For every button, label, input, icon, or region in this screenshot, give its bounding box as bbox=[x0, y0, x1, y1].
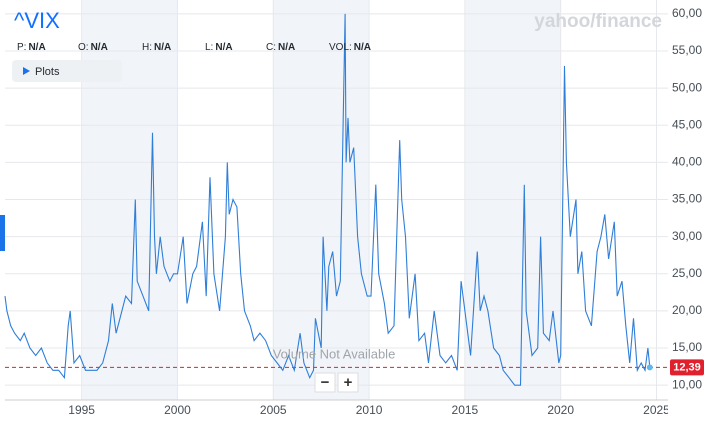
quote-value: N/A bbox=[91, 42, 108, 53]
x-tick-label: 2015 bbox=[452, 403, 479, 417]
quote-value: N/A bbox=[154, 42, 171, 53]
quote-value: N/A bbox=[215, 42, 232, 53]
y-tick-label: 15,00 bbox=[672, 340, 702, 354]
y-tick-label: 25,00 bbox=[672, 266, 702, 280]
zoom-out-label[interactable]: − bbox=[321, 374, 330, 391]
x-tick-label: 2005 bbox=[260, 403, 287, 417]
zoom-in-button[interactable] bbox=[337, 372, 359, 393]
x-tick-label: 1995 bbox=[68, 403, 95, 417]
x-tick-label: 2020 bbox=[547, 403, 574, 417]
volume-note: Volume Not Available bbox=[273, 346, 396, 361]
zoom-out-button[interactable] bbox=[314, 372, 336, 393]
quote-label: VOL: bbox=[329, 42, 352, 53]
quote-field: VOL: N/A bbox=[329, 42, 371, 53]
quote-field: L: N/A bbox=[205, 42, 233, 53]
zoom-in-label[interactable]: + bbox=[344, 374, 353, 391]
plots-icon bbox=[23, 67, 30, 75]
quote-value: N/A bbox=[354, 42, 371, 53]
y-tick-label: 30,00 bbox=[672, 229, 702, 243]
quote-label: H: bbox=[142, 42, 152, 53]
x-tick-label: 2025 bbox=[643, 403, 670, 417]
quote-field: H: N/A bbox=[142, 42, 171, 53]
quote-value: N/A bbox=[278, 42, 295, 53]
x-tick-label: 2000 bbox=[164, 403, 191, 417]
quote-label: L: bbox=[205, 42, 213, 53]
price-line bbox=[4, 13, 651, 386]
y-tick-label: 40,00 bbox=[672, 155, 702, 169]
y-tick-label: 45,00 bbox=[672, 117, 702, 131]
y-tick-label: 55,00 bbox=[672, 43, 702, 57]
y-tick-label: 60,00 bbox=[672, 6, 702, 20]
current-price-tag bbox=[670, 359, 704, 376]
quote-value: N/A bbox=[28, 42, 45, 53]
plots-button[interactable] bbox=[12, 60, 122, 82]
y-tick-label: 10,00 bbox=[672, 377, 702, 391]
watermark: yahoo/finance bbox=[534, 11, 662, 32]
quote-field: P: N/A bbox=[17, 42, 46, 53]
y-tick-label: 35,00 bbox=[672, 192, 702, 206]
y-tick-label: 20,00 bbox=[672, 303, 702, 317]
ticker-title: ^VIX bbox=[14, 8, 60, 33]
quote-label: C: bbox=[266, 42, 276, 53]
last-point bbox=[646, 364, 653, 371]
side-tab[interactable] bbox=[0, 215, 5, 251]
quote-label: O: bbox=[78, 42, 89, 53]
quote-label: P: bbox=[17, 42, 26, 53]
current-price-label: 12,39 bbox=[673, 361, 701, 373]
x-tick-label: 2010 bbox=[356, 403, 383, 417]
y-tick-label: 50,00 bbox=[672, 80, 702, 94]
plots-label: Plots bbox=[35, 66, 60, 78]
quote-field: C: N/A bbox=[266, 42, 295, 53]
quote-field: O: N/A bbox=[78, 42, 108, 53]
